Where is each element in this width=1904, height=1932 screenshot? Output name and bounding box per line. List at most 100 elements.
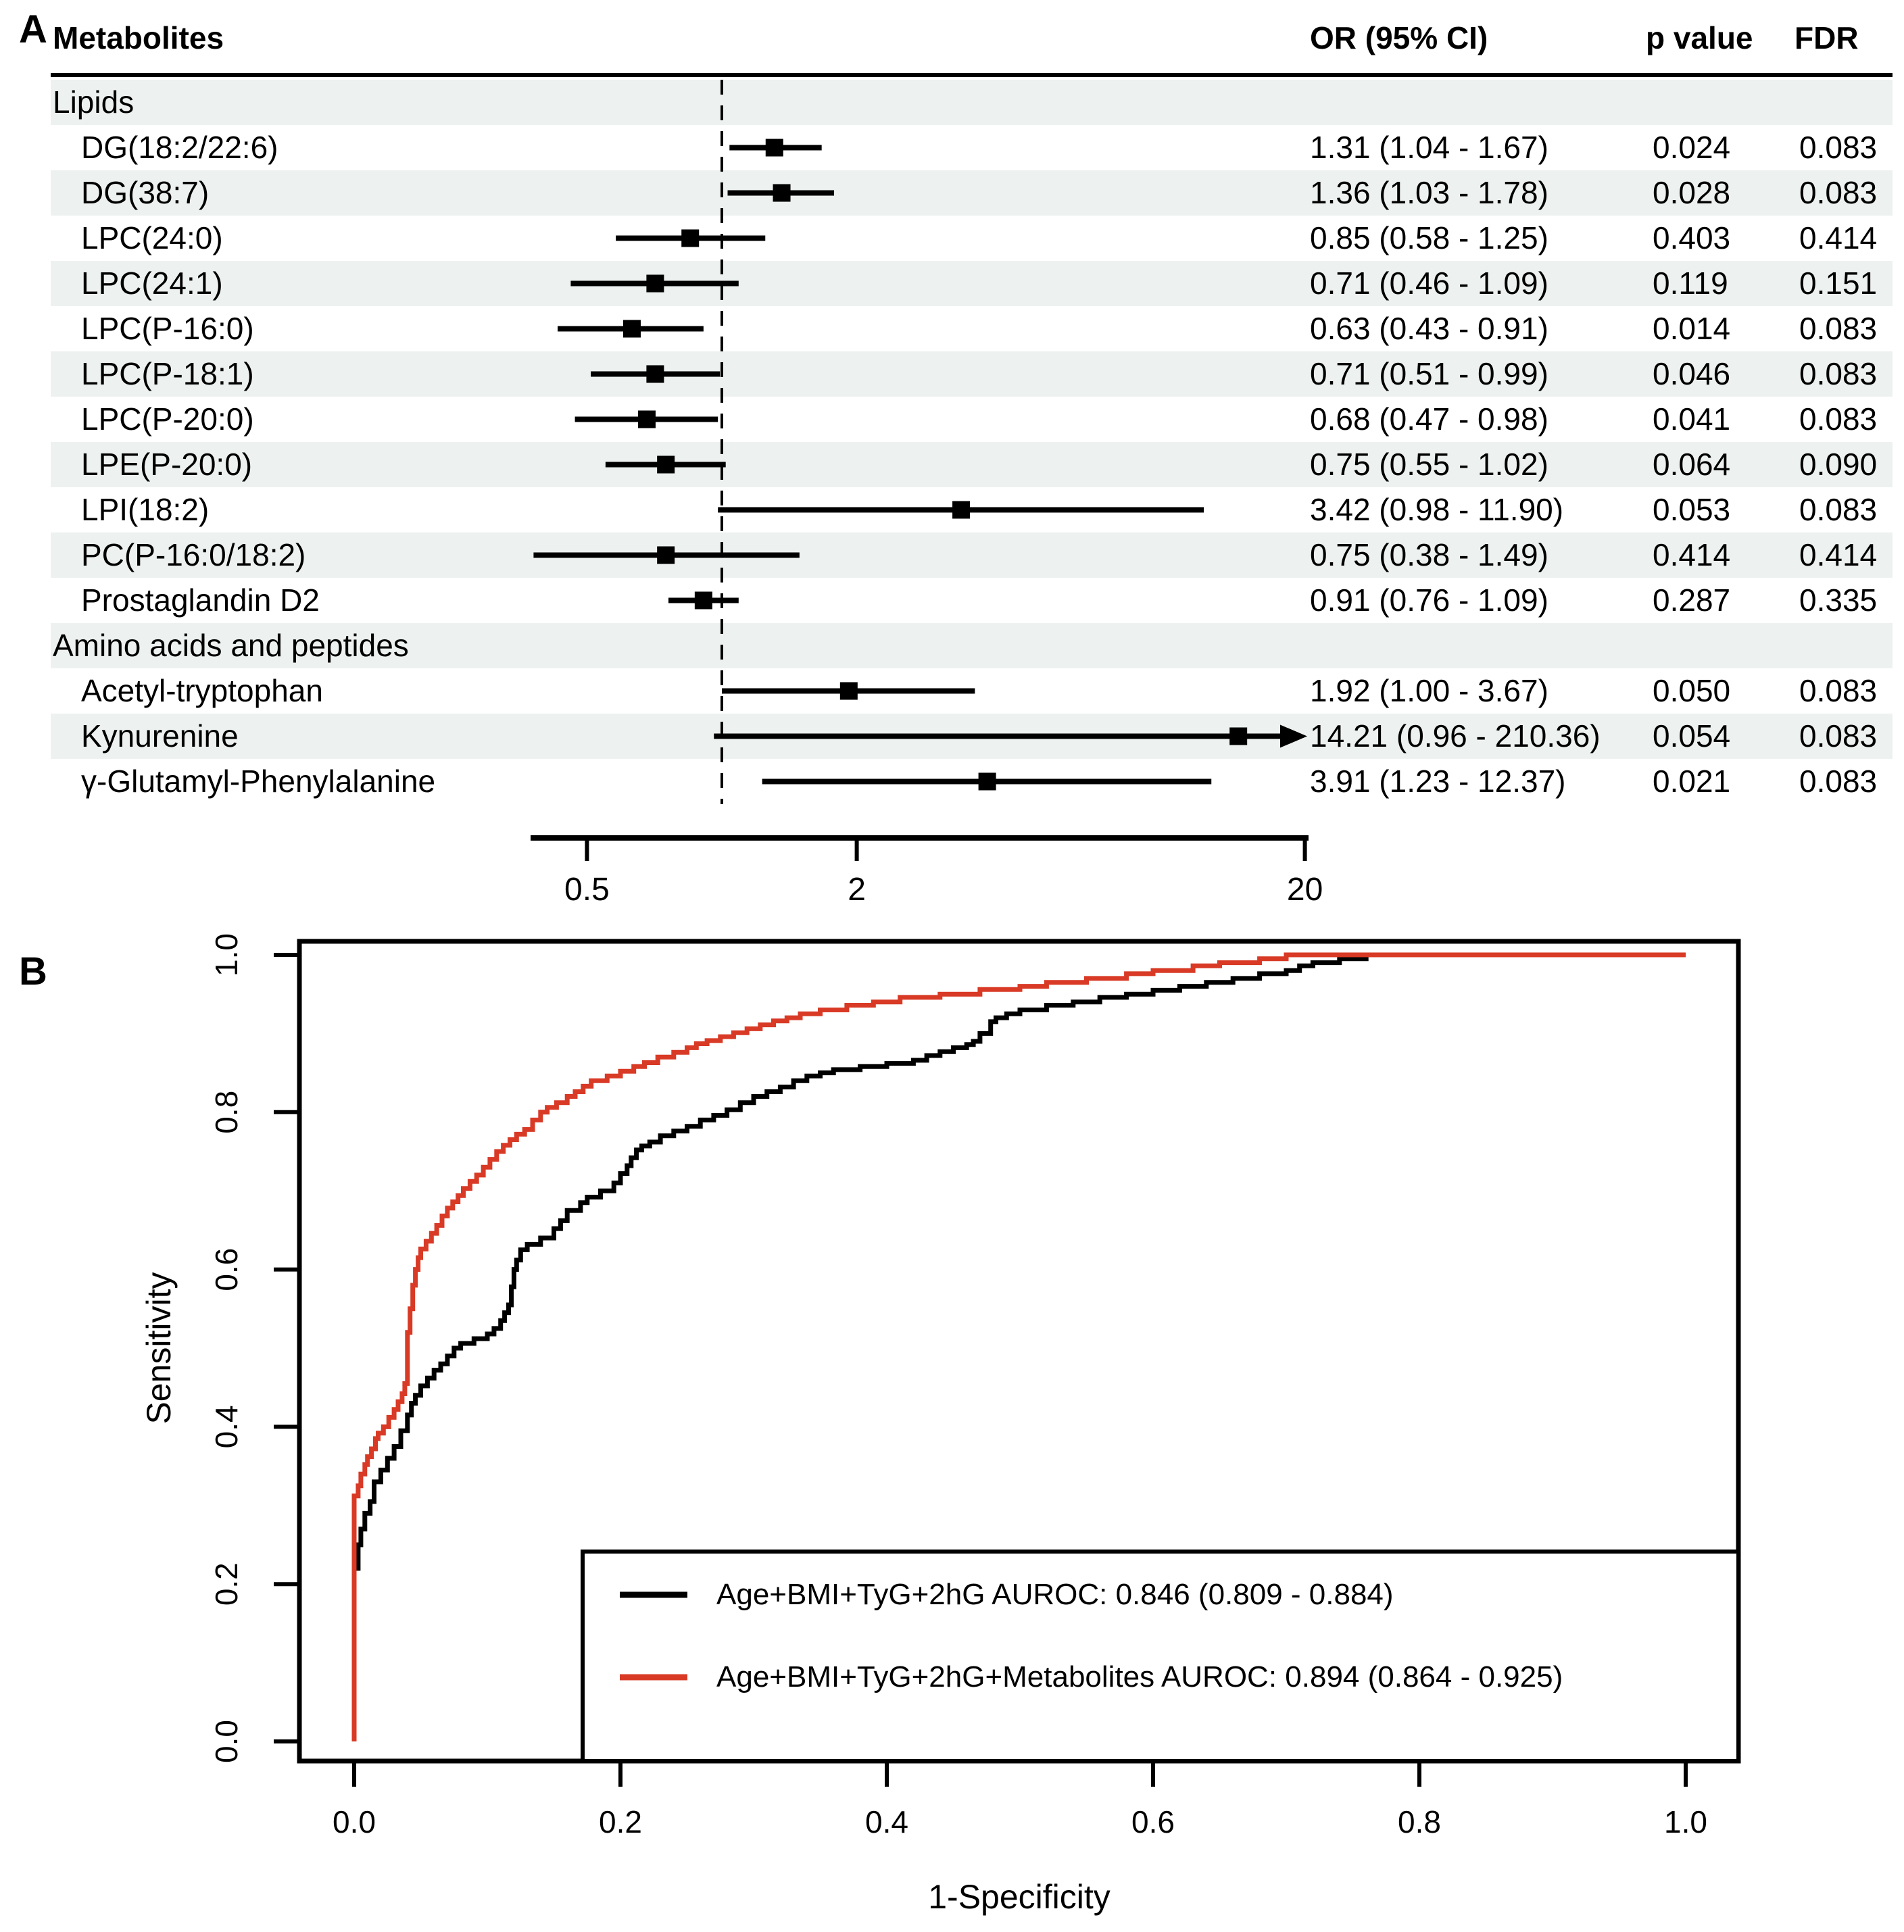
or-point-marker xyxy=(646,365,664,383)
metabolite-name: Prostaglandin D2 xyxy=(81,583,320,618)
legend-label-metabolite-model: Age+BMI+TyG+2hG+Metabolites AUROC: 0.894… xyxy=(716,1660,1563,1693)
or-ci-value: 1.31 (1.04 - 1.67) xyxy=(1310,130,1548,165)
roc-y-tick-label: 0.8 xyxy=(209,1091,244,1134)
or-point-marker xyxy=(952,501,971,519)
roc-y-tick-label: 0.4 xyxy=(209,1405,244,1448)
p-value: 0.287 xyxy=(1653,583,1731,618)
p-value: 0.028 xyxy=(1653,175,1731,210)
p-value: 0.403 xyxy=(1653,220,1731,255)
or-ci-value: 3.91 (1.23 - 12.37) xyxy=(1310,764,1566,799)
or-ci-value: 0.68 (0.47 - 0.98) xyxy=(1310,401,1548,437)
column-header-fdr: FDR xyxy=(1795,20,1859,55)
column-header-or-ci: OR (95% CI) xyxy=(1310,20,1488,55)
forest-item-row: LPE(P-20:0) 0.75 (0.55 - 1.02) 0.064 0.090 xyxy=(51,442,1893,487)
metabolite-name: LPE(P-20:0) xyxy=(81,447,253,482)
or-point-marker xyxy=(657,455,675,474)
or-point-marker xyxy=(646,274,664,293)
or-point-marker xyxy=(657,546,675,564)
panel-b-label: B xyxy=(19,949,47,993)
metabolite-name: LPC(P-18:1) xyxy=(81,356,254,391)
or-point-marker xyxy=(978,772,996,791)
fdr-value: 0.151 xyxy=(1799,266,1878,301)
fdr-value: 0.083 xyxy=(1799,311,1878,346)
roc-curve-metabolite-model xyxy=(351,952,1686,1741)
or-ci-value: 0.63 (0.43 - 0.91) xyxy=(1310,311,1548,346)
or-point-marker xyxy=(681,229,700,247)
fdr-value: 0.083 xyxy=(1799,764,1878,799)
fdr-value: 0.083 xyxy=(1799,492,1878,527)
p-value: 0.053 xyxy=(1653,492,1731,527)
or-ci-value: 3.42 (0.98 - 11.90) xyxy=(1310,492,1564,527)
column-header-metabolites: Metabolites xyxy=(53,20,224,55)
fdr-value: 0.090 xyxy=(1799,447,1878,482)
forest-category-row: Amino acids and peptides xyxy=(51,623,1893,668)
metabolite-name: LPC(P-20:0) xyxy=(81,401,254,437)
p-value: 0.041 xyxy=(1653,401,1731,437)
metabolite-name: LPC(24:0) xyxy=(81,220,223,255)
roc-x-tick-label: 0.4 xyxy=(865,1804,908,1839)
p-value: 0.054 xyxy=(1653,718,1731,753)
p-value: 0.414 xyxy=(1653,537,1731,572)
metabolite-name: DG(38:7) xyxy=(81,175,210,210)
p-value: 0.050 xyxy=(1653,673,1731,708)
fdr-value: 0.083 xyxy=(1799,356,1878,391)
roc-x-tick-label: 0.2 xyxy=(599,1804,642,1839)
metabolite-name: Kynurenine xyxy=(81,718,239,753)
roc-y-tick-label: 0.6 xyxy=(209,1248,244,1291)
metabolite-class-label: Lipids xyxy=(53,84,135,120)
or-ci-value: 1.36 (1.03 - 1.78) xyxy=(1310,175,1548,210)
forest-item-row: PC(P-16:0/18:2) 0.75 (0.38 - 1.49) 0.414 0.… xyxy=(51,532,1893,578)
metabolite-name: Acetyl-tryptophan xyxy=(81,673,323,708)
p-value: 0.064 xyxy=(1653,447,1731,482)
forest-item-row: DG(38:7) 1.36 (1.03 - 1.78) 0.028 0.083 xyxy=(51,170,1893,216)
or-ci-value: 0.71 (0.51 - 0.99) xyxy=(1310,356,1548,391)
x-axis-title: 1-Specificity xyxy=(928,1878,1110,1916)
or-ci-value: 0.91 (0.76 - 1.09) xyxy=(1310,583,1548,618)
or-ci-value: 14.21 (0.96 - 210.36) xyxy=(1310,718,1601,753)
metabolite-name: LPC(P-16:0) xyxy=(81,311,254,346)
or-point-marker xyxy=(637,410,656,428)
forest-item-row: Kynurenine 14.21 (0.96 - 210.36) 0.054 0.08… xyxy=(51,714,1893,759)
legend-label-base-model: Age+BMI+TyG+2hG AUROC: 0.846 (0.809 - 0.… xyxy=(716,1578,1394,1611)
fdr-value: 0.335 xyxy=(1799,583,1878,618)
roc-x-tick-label: 0.0 xyxy=(333,1804,376,1839)
forest-x-tick-label: 2 xyxy=(848,872,866,908)
or-ci-value: 0.71 (0.46 - 1.09) xyxy=(1310,266,1548,301)
forest-category-row: Lipids xyxy=(51,80,1893,125)
forest-item-row: LPC(24:1) 0.71 (0.46 - 1.09) 0.119 0.151 xyxy=(51,261,1893,306)
forest-item-row: LPI(18:2) 3.42 (0.98 - 11.90) 0.053 0.083 xyxy=(51,487,1893,532)
forest-item-row: LPC(24:0) 0.85 (0.58 - 1.25) 0.403 0.414 xyxy=(51,216,1893,261)
fdr-value: 0.083 xyxy=(1799,718,1878,753)
header-rule xyxy=(51,73,1893,77)
roc-y-tick-label: 0.2 xyxy=(209,1562,244,1606)
metabolite-class-label: Amino acids and peptides xyxy=(53,628,409,663)
or-point-marker xyxy=(1229,727,1248,745)
or-point-marker xyxy=(765,139,783,157)
forest-x-tick-label: 0.5 xyxy=(564,872,610,908)
or-ci-value: 0.75 (0.55 - 1.02) xyxy=(1310,447,1548,482)
or-ci-value: 0.85 (0.58 - 1.25) xyxy=(1310,220,1548,255)
roc-y-tick-label: 1.0 xyxy=(209,933,244,976)
fdr-value: 0.083 xyxy=(1799,130,1878,165)
roc-x-tick-label: 0.8 xyxy=(1398,1804,1441,1839)
forest-item-row: LPC(P-18:1) 0.71 (0.51 - 0.99) 0.046 0.083 xyxy=(51,351,1893,397)
roc-x-tick-label: 0.6 xyxy=(1131,1804,1175,1839)
metabolite-name: LPC(24:1) xyxy=(81,266,223,301)
metabolite-name: PC(P-16:0/18:2) xyxy=(81,537,306,572)
forest-table-rows: Lipids DG(18:2/22:6) 1.31 (1.04 - 1.67) 0.0… xyxy=(51,80,1893,804)
panel-a-label: A xyxy=(19,7,47,51)
p-value: 0.021 xyxy=(1653,764,1731,799)
roc-legend-box xyxy=(581,1550,1740,1763)
p-value: 0.024 xyxy=(1653,130,1731,165)
p-value: 0.014 xyxy=(1653,311,1731,346)
fdr-value: 0.083 xyxy=(1799,401,1878,437)
p-value: 0.119 xyxy=(1653,266,1728,301)
forest-item-row: LPC(P-20:0) 0.68 (0.47 - 0.98) 0.041 0.083 xyxy=(51,397,1893,442)
or-point-marker xyxy=(773,184,791,202)
metabolite-name: DG(18:2/22:6) xyxy=(81,130,278,165)
fdr-value: 0.083 xyxy=(1799,673,1878,708)
roc-curve-base-model xyxy=(351,952,1433,1741)
forest-x-tick-label: 20 xyxy=(1287,872,1323,908)
forest-item-row: Acetyl-tryptophan 1.92 (1.00 - 3.67) 0.050… xyxy=(51,668,1893,714)
